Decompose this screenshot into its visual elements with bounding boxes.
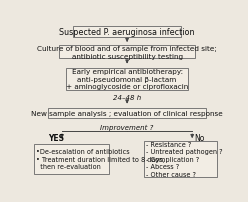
FancyBboxPatch shape <box>48 108 206 118</box>
Text: No: No <box>194 133 205 142</box>
Text: •De-escalation of antibiotics
• Treatment duration limited to 8 days,
  then re-: •De-escalation of antibiotics • Treatmen… <box>36 149 165 169</box>
Text: Early empirical antibiotherapy:
anti-pseudomonal β-lactam
+ aminoglycoside or ci: Early empirical antibiotherapy: anti-pse… <box>66 69 188 90</box>
Text: Culture of blood and of sample from infected site;
antibiotic susceptibility tes: Culture of blood and of sample from infe… <box>37 46 217 59</box>
Text: Improvement ?: Improvement ? <box>100 124 154 130</box>
FancyBboxPatch shape <box>59 46 195 59</box>
FancyBboxPatch shape <box>73 27 181 38</box>
Text: Suspected P. aeruginosa infection: Suspected P. aeruginosa infection <box>59 28 195 37</box>
FancyBboxPatch shape <box>66 69 188 90</box>
FancyBboxPatch shape <box>144 141 217 177</box>
Text: YES: YES <box>48 133 64 142</box>
Text: 24–48 h: 24–48 h <box>113 95 141 101</box>
Text: - Resistance ?
- Untreated pathogen ?
- Complication ?
- Abcess ?
- Other cause : - Resistance ? - Untreated pathogen ? - … <box>147 141 223 177</box>
Text: New sample analysis ; evaluation of clinical response: New sample analysis ; evaluation of clin… <box>31 110 223 116</box>
FancyBboxPatch shape <box>34 145 109 174</box>
